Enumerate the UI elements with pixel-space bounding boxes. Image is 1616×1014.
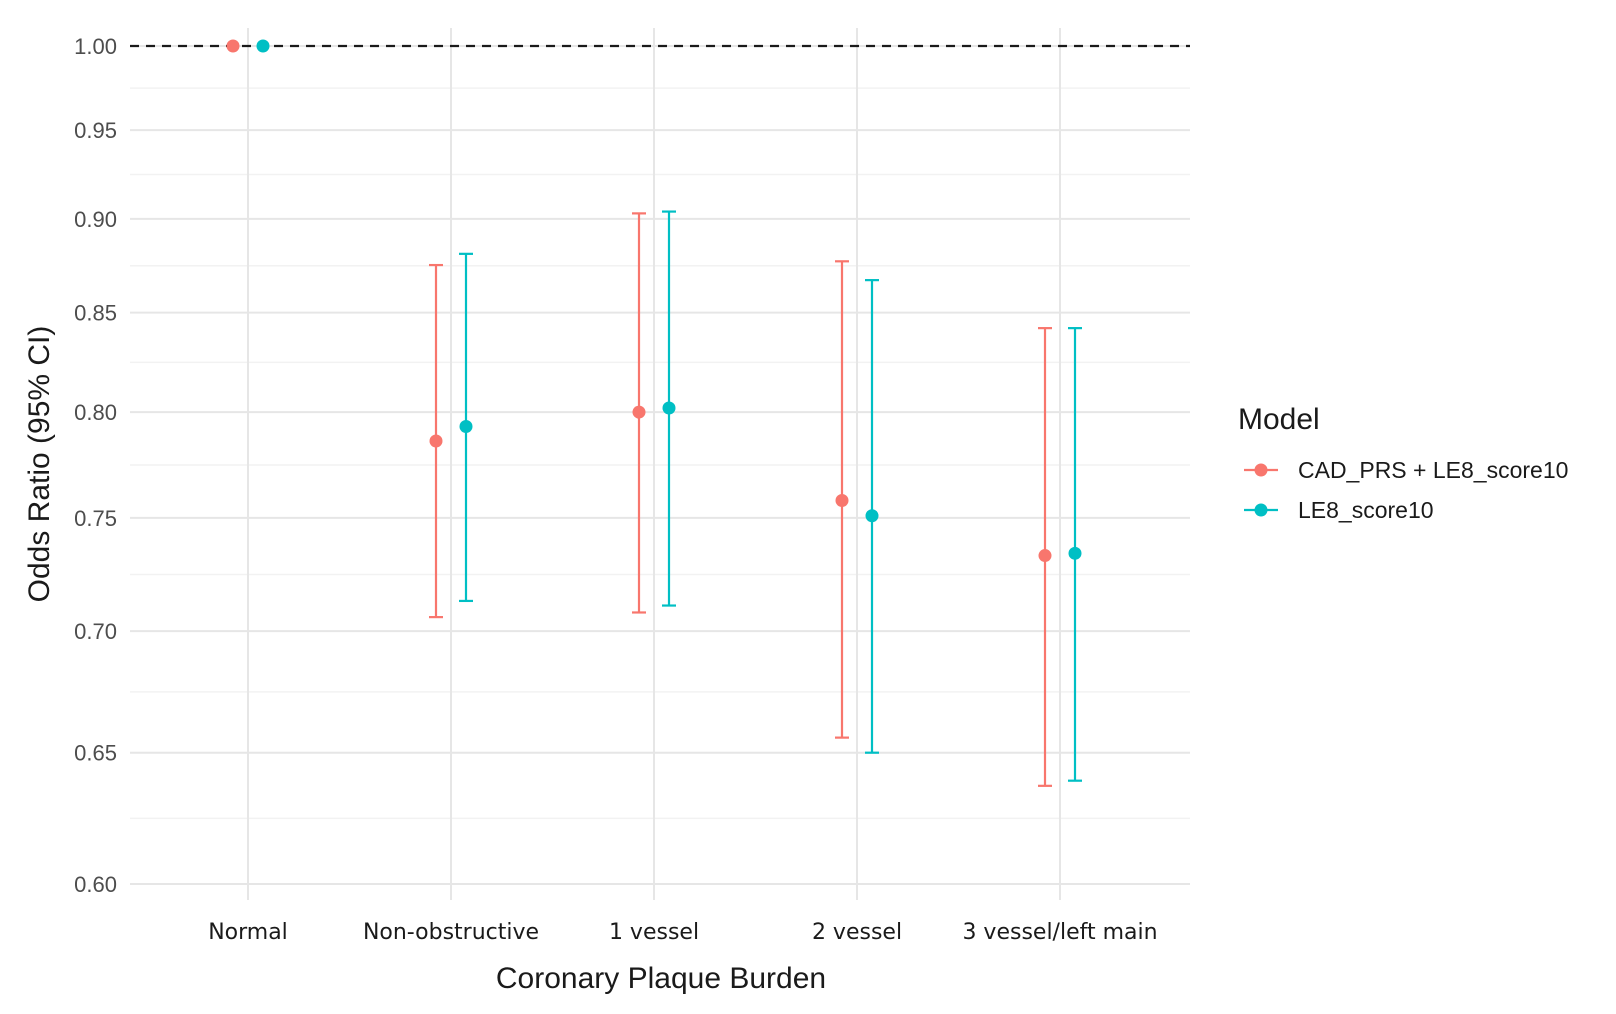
x-tick-label: 3 vessel/left main <box>962 920 1157 945</box>
legend-item: CAD_PRS + LE8_score10 <box>1244 457 1568 483</box>
x-tick-label: Normal <box>208 920 288 945</box>
data-point <box>1038 549 1052 563</box>
data-point <box>429 434 443 448</box>
y-tick-label: 0.70 <box>74 619 117 644</box>
y-tick-label: 0.90 <box>74 207 117 232</box>
data-point <box>459 419 473 433</box>
data-point <box>1068 546 1082 560</box>
y-axis: 0.60 0.65 0.70 0.75 0.80 0.85 0.90 0.95 1.00 <box>74 34 117 897</box>
y-tick-label: 0.85 <box>74 301 117 326</box>
legend: Model CAD_PRS + LE8_score10 LE8_score10 <box>1238 403 1568 523</box>
series-2 <box>256 39 1082 782</box>
y-tick-label: 0.60 <box>74 872 117 897</box>
data-point <box>256 39 270 53</box>
y-tick-label: 0.75 <box>74 506 117 531</box>
data-point <box>865 509 879 523</box>
data-point <box>632 405 646 419</box>
x-axis: Normal Non-obstructive 1 vessel 2 vessel 3 v… <box>208 920 1157 945</box>
data-point <box>835 494 849 508</box>
x-tick-label: Non-obstructive <box>363 920 539 945</box>
x-axis-title: Coronary Plaque Burden <box>496 962 826 995</box>
legend-title: Model <box>1238 403 1320 436</box>
series-1 <box>226 39 1052 787</box>
y-tick-label: 0.80 <box>74 400 117 425</box>
legend-item: LE8_score10 <box>1244 497 1434 523</box>
x-tick-label: 2 vessel <box>812 920 902 945</box>
series-group <box>226 39 1082 787</box>
y-tick-label: 1.00 <box>74 34 117 59</box>
y-tick-label: 0.95 <box>74 118 117 143</box>
y-axis-title: Odds Ratio (95% CI) <box>23 326 56 603</box>
x-tick-label: 1 vessel <box>609 920 699 945</box>
legend-key-point <box>1254 503 1268 517</box>
data-point <box>662 401 676 415</box>
legend-items: CAD_PRS + LE8_score10 LE8_score10 <box>1244 457 1568 523</box>
legend-label: LE8_score10 <box>1298 497 1434 523</box>
legend-key-point <box>1254 463 1268 477</box>
y-tick-label: 0.65 <box>74 741 117 766</box>
legend-label: CAD_PRS + LE8_score10 <box>1298 457 1568 483</box>
data-point <box>226 39 240 53</box>
grid <box>130 28 1190 900</box>
